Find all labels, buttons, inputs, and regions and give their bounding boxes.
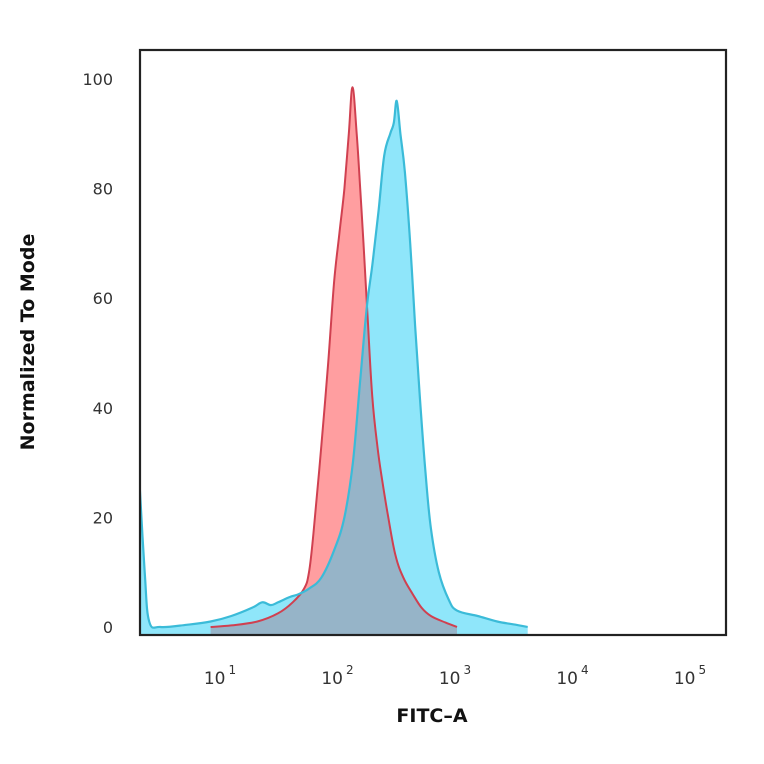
y-axis-title: Normalized To Mode <box>17 234 39 451</box>
x-tick-label: 10 3 <box>439 663 471 689</box>
plot-area <box>141 86 528 634</box>
y-tick-label: 0 <box>103 618 113 637</box>
y-tick-label: 60 <box>93 289 113 308</box>
x-tick-label: 10 2 <box>321 663 353 689</box>
red-histogram-fill <box>210 87 457 634</box>
y-axis-ticks: 0 20 40 60 80 100 <box>82 70 113 637</box>
x-tick-label: 10 5 <box>674 663 706 689</box>
x-tick-label: 10 1 <box>204 663 236 689</box>
x-tick-label: 10 4 <box>556 663 588 689</box>
y-tick-label: 100 <box>82 70 113 89</box>
x-axis-title: FITC–A <box>396 705 467 727</box>
plot-frame <box>138 48 728 637</box>
red-histogram-outline <box>210 86 458 628</box>
y-tick-label: 80 <box>93 180 113 199</box>
x-axis-ticks: 10 1 10 2 10 3 10 4 10 5 <box>204 663 706 689</box>
blue-histogram-outline <box>141 99 528 629</box>
y-tick-label: 40 <box>93 399 113 418</box>
y-tick-label: 20 <box>93 508 113 527</box>
